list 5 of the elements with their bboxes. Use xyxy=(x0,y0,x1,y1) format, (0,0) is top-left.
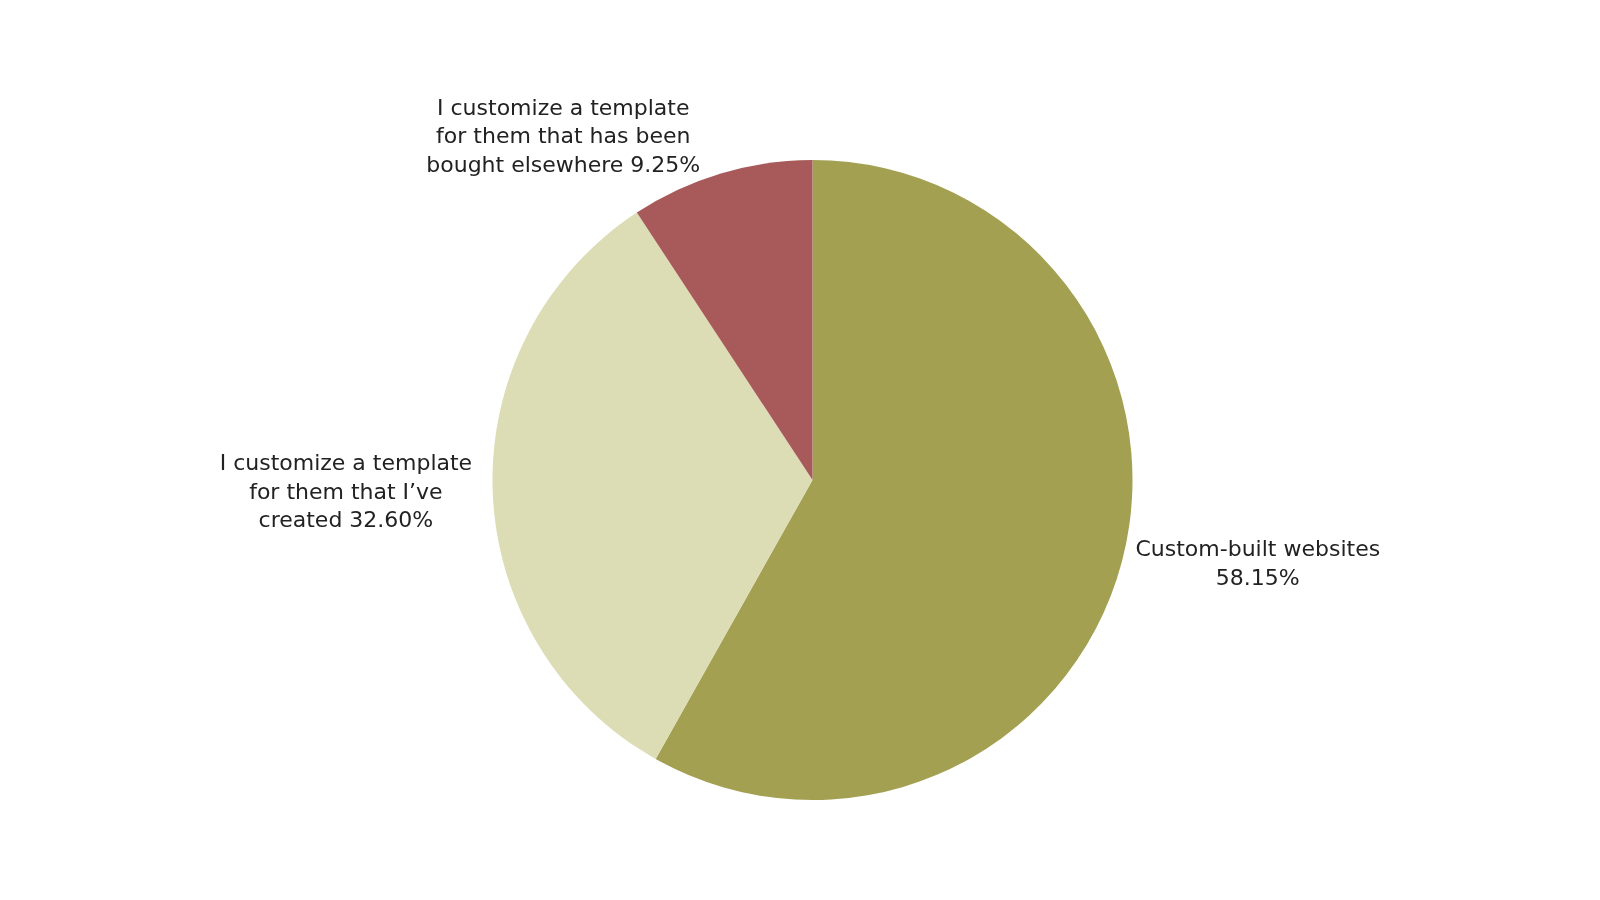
data-label: 58.15% xyxy=(1215,564,1300,590)
slice-label: I customize a template for them that has been bought elsewhere 9.25% xyxy=(426,94,701,177)
pie-slice xyxy=(492,212,813,759)
slice-label: Custom-built websites xyxy=(1135,535,1381,561)
slice-label: I customize a template for them that I’ve created 32.60% xyxy=(219,450,473,533)
